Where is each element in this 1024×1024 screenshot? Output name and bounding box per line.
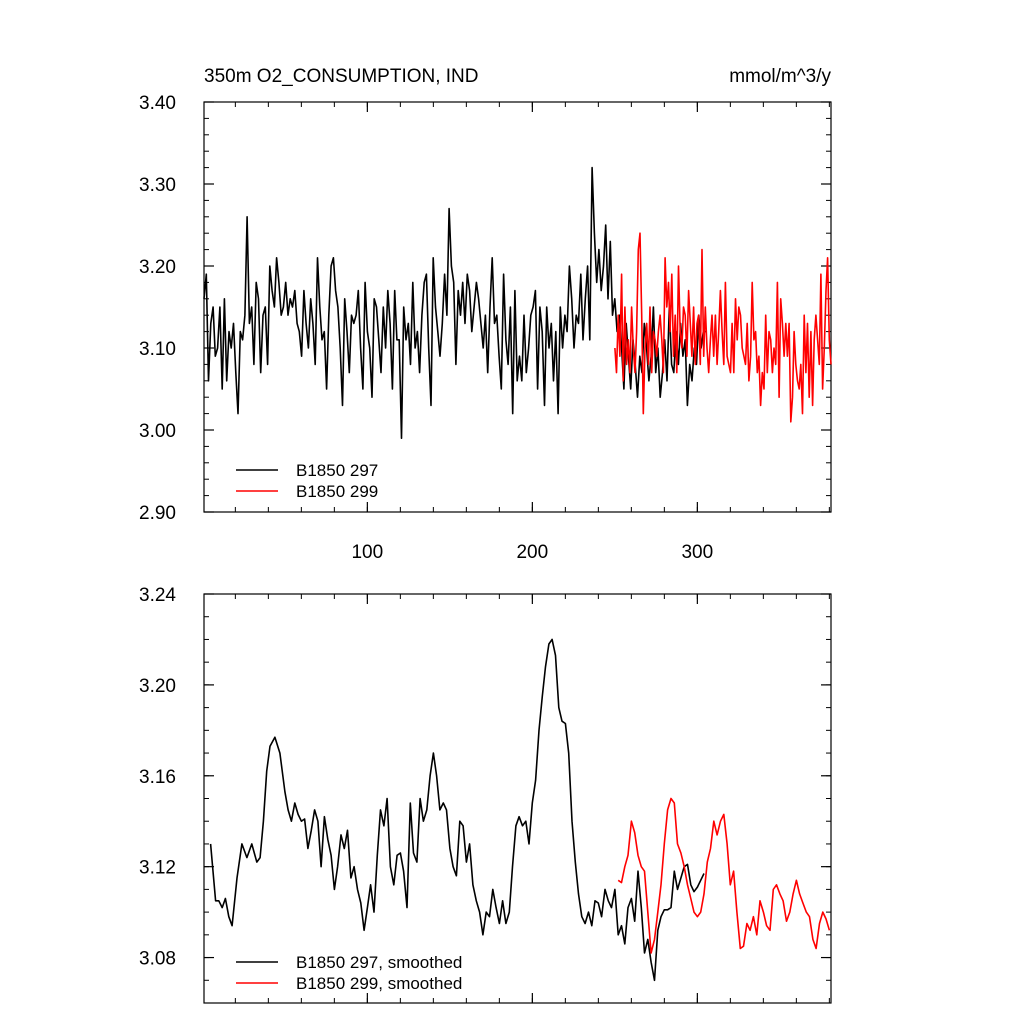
top-legend-label-2: B1850 299 (296, 482, 378, 501)
top-x-tick-label: 300 (681, 542, 713, 563)
units-label: mmol/m^3/y (729, 66, 831, 87)
bottom-legend-label-1: B1850 297, smoothed (296, 953, 462, 972)
top-panel: 2.90 3.00 3.10 3.20 3.30 3.40 100 200 300 B1850 2… (139, 93, 832, 563)
bottom-y-tick-label: 3.08 (139, 949, 176, 970)
top-x-tick-label: 100 (351, 542, 383, 563)
top-series-line-1 (203, 166, 706, 439)
bottom-legend-label-2: B1850 299, smoothed (296, 974, 462, 993)
top-series-line-2 (614, 232, 832, 423)
top-legend-label-1: B1850 297 (296, 461, 378, 480)
top-y-tick-label: 2.90 (139, 503, 176, 524)
bottom-series-line-1 (209, 638, 705, 982)
chart-title: 350m O2_CONSUMPTION, IND (204, 66, 479, 87)
top-y-tick-label: 3.30 (139, 175, 176, 196)
bottom-series-line-2 (617, 797, 831, 954)
top-y-tick-label: 3.40 (139, 93, 176, 114)
bottom-y-tick-label: 3.12 (139, 858, 176, 879)
top-x-tick-label: 200 (516, 542, 548, 563)
bottom-panel: 3.08 3.12 3.16 3.20 3.24 B1850 297, smoothed B… (139, 585, 832, 1004)
bottom-y-tick-label: 3.16 (139, 767, 176, 788)
bottom-y-tick-label: 3.20 (139, 676, 176, 697)
top-y-tick-label: 3.20 (139, 257, 176, 278)
top-y-tick-label: 3.10 (139, 339, 176, 360)
top-y-tick-label: 3.00 (139, 421, 176, 442)
bottom-y-tick-label: 3.24 (139, 585, 176, 606)
top-plot-frame (203, 101, 832, 513)
